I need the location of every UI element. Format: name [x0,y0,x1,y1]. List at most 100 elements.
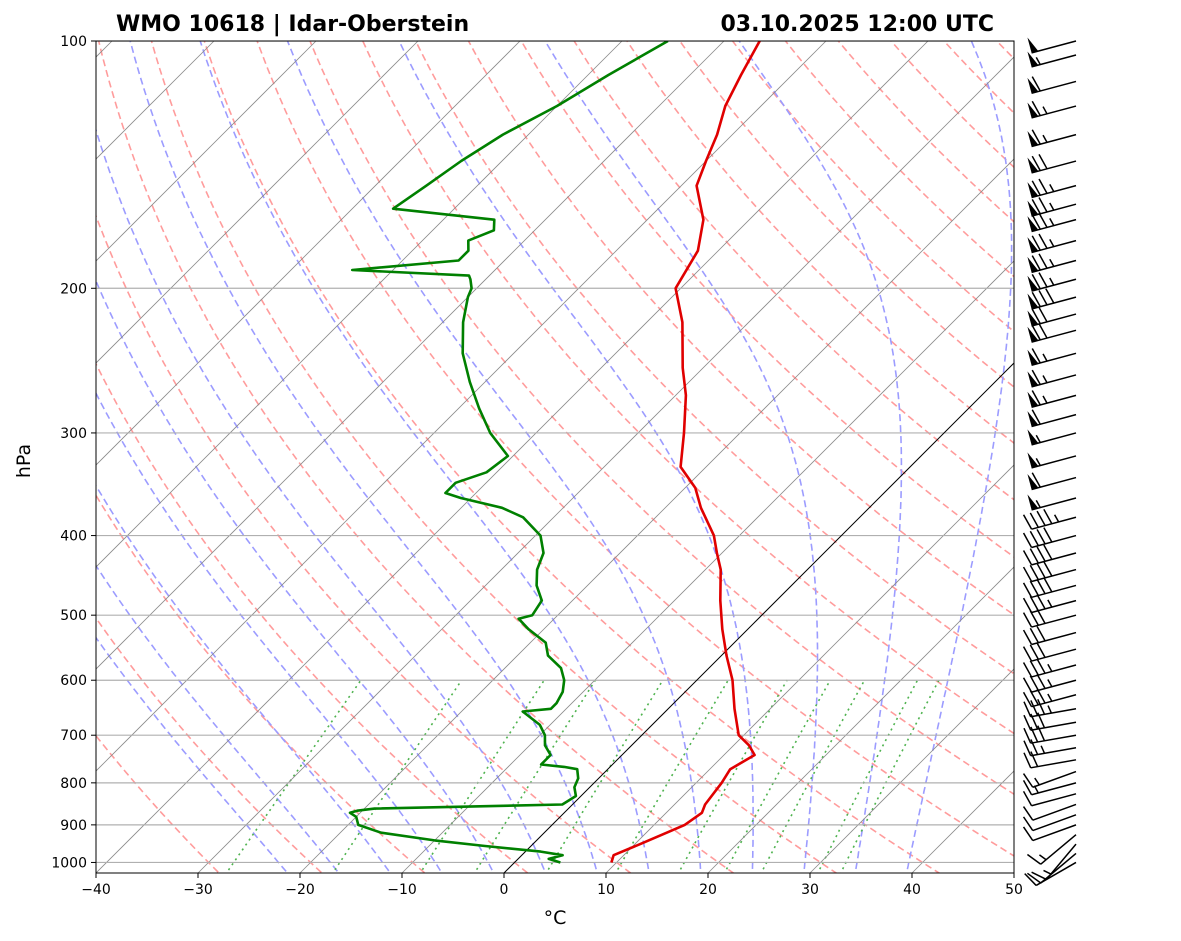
mixing-ratio-line [677,679,788,873]
wind-barb-flag [1031,871,1047,881]
wind-barb [1027,390,1077,408]
wind-barb-staff [1045,843,1077,880]
wind-barb-flag [1023,727,1032,744]
wind-barb-flag [1029,564,1039,581]
dry-adiabat [467,41,1014,616]
wind-barb-staff [1030,734,1077,744]
plot-frame [95,40,1015,874]
wind-barb-flag [1043,561,1053,577]
wind-barb-flag [1043,544,1053,560]
wind-barb [1031,843,1077,881]
wind-barb-half-flag [1047,705,1053,714]
wind-barb-staff [1031,679,1077,693]
wind-barb-pennant [1027,256,1039,273]
wind-barb [1027,76,1077,95]
dry-adiabat [96,362,529,873]
wind-barb-flag [1022,566,1033,582]
wind-barb-flag [1031,409,1041,425]
dry-adiabat [784,41,1014,278]
wind-barb-flag [1023,701,1032,718]
wind-barb-staff [1031,413,1077,428]
wind-barb-staff [1031,793,1077,807]
wind-barb [1027,429,1077,446]
wind-barb-flag [1045,288,1055,304]
wind-barb-flag [1029,580,1039,596]
wind-barb-flag [1030,751,1039,767]
wind-barb-pennant [1027,131,1039,147]
wind-barb-flag [1043,527,1053,543]
isotherm [299,158,1014,873]
wind-barb [1022,814,1077,832]
moist-adiabat [96,279,495,873]
isotherms [96,41,1014,873]
wind-barb-pennant [1027,310,1039,326]
moist-adiabat [96,391,443,873]
dry-adiabat [96,616,324,873]
wind-barb [1022,642,1077,662]
wind-barb-staff [1031,584,1077,599]
wind-barb-staff [1031,374,1077,388]
x-tick-label: −40 [81,882,111,898]
y-tick-label: 700 [60,728,87,744]
wind-barb [1022,790,1077,807]
wind-barb [1027,212,1077,233]
moist-adiabat [96,127,547,873]
y-axis-ticks: 100 200 300 400 500 600 700 800 900 1000 [51,34,96,871]
wind-barb [1027,452,1077,469]
wind-barb-half-flag [1049,239,1055,247]
wind-barb [1022,594,1077,614]
wind-barb-staff [1032,770,1077,788]
wind-barb-staff [1040,834,1077,865]
wind-barb-flag [1026,853,1042,865]
y-tick-label: 100 [60,34,87,50]
dry-adiabats [96,41,1181,880]
wind-barb-flag [1036,673,1046,689]
wind-barb-flag [1022,612,1033,628]
wind-barb-staff [1031,313,1077,327]
wind-barb-flag [1022,550,1033,566]
dry-adiabat [520,41,1014,558]
dry-adiabat [1103,41,1181,880]
wind-barb-staff [1031,782,1077,796]
wind-barb-flag [1038,307,1048,323]
moist-adiabat [544,41,819,873]
isotherm [911,770,1014,873]
y-tick-label: 600 [60,673,87,689]
wind-barb-staff [1031,394,1077,408]
wind-barb-staff [1031,105,1077,119]
isotherm [96,41,521,466]
wind-barb-flag [1031,348,1041,364]
wind-barb-flag [1031,129,1041,145]
dry-adiabat [414,41,1014,675]
wind-barb-staff [1031,664,1077,678]
wind-barb-half-flag [1034,777,1040,786]
wind-barb-half-flag [1042,106,1048,115]
wind-barb [1022,527,1077,549]
wind-barb-pennant [1027,494,1039,510]
wind-barb-flag [1030,739,1039,755]
wind-barb-flag [1036,529,1046,545]
wind-barb-staff [1032,814,1077,832]
wind-barb-flag [1038,178,1048,194]
moist-adiabats [96,41,1013,873]
wind-barb-pennant [1027,411,1039,427]
wind-barb-half-flag [1049,202,1055,211]
wind-barb [1027,348,1077,366]
wind-barb [1023,751,1077,769]
wind-barb [1022,658,1077,678]
wind-barb-flag [1024,873,1037,886]
wind-barb-pennant [1027,474,1039,490]
wind-barb-flag [1022,779,1033,796]
y-tick-label: 900 [60,818,87,834]
wind-barb-pennant [1027,349,1039,366]
wind-barb-pennant [1027,51,1039,67]
dry-adiabat [309,41,1014,796]
wind-barb-staff [1031,54,1077,68]
wind-barb-flag [1036,594,1046,610]
wind-barb [1027,409,1077,428]
dry-adiabat [96,493,426,873]
wind-barb [1026,852,1077,884]
wind-barb-flag [1022,582,1033,598]
zero-degree-isotherm [503,362,1014,873]
isotherm [96,41,317,262]
